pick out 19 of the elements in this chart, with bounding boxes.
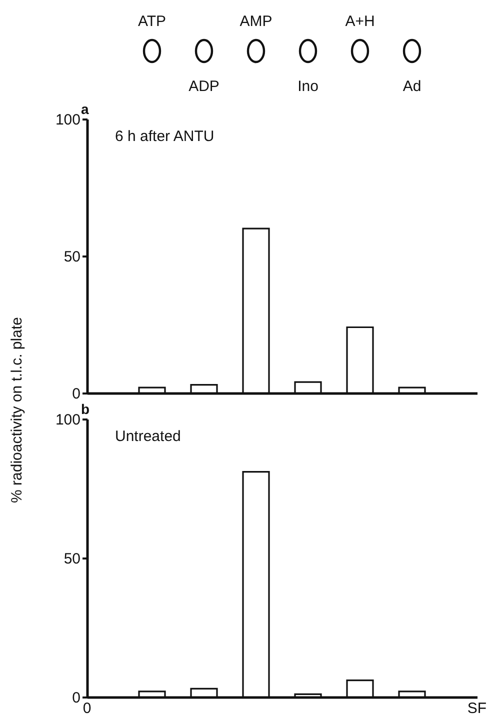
x-tick-label: Ad — [402, 78, 422, 95]
y-tick-label: 50 — [64, 248, 80, 266]
x-tick-label: ADP — [188, 78, 220, 95]
y-tick-label: 100 — [55, 412, 80, 428]
text: 6 h after ANTU — [115, 128, 214, 145]
text: 0 — [82, 700, 92, 717]
y-tick-label: 100 — [55, 112, 80, 128]
text: a — [81, 101, 89, 117]
y-tick-label: 0 — [72, 386, 80, 402]
y-axis-title: % radioactivity on t.l.c. plate — [8, 317, 26, 503]
x-tick-label: ATP — [138, 13, 166, 30]
x-tick-label: A+H — [345, 13, 375, 30]
text: b — [81, 401, 90, 417]
x-tick-label: Ino — [298, 78, 318, 95]
y-tick-label: 0 — [72, 690, 80, 706]
text: Untreated — [115, 428, 181, 445]
text: SF — [467, 700, 487, 717]
x-tick-label: AMP — [240, 13, 272, 30]
y-tick-label: 50 — [64, 550, 80, 568]
